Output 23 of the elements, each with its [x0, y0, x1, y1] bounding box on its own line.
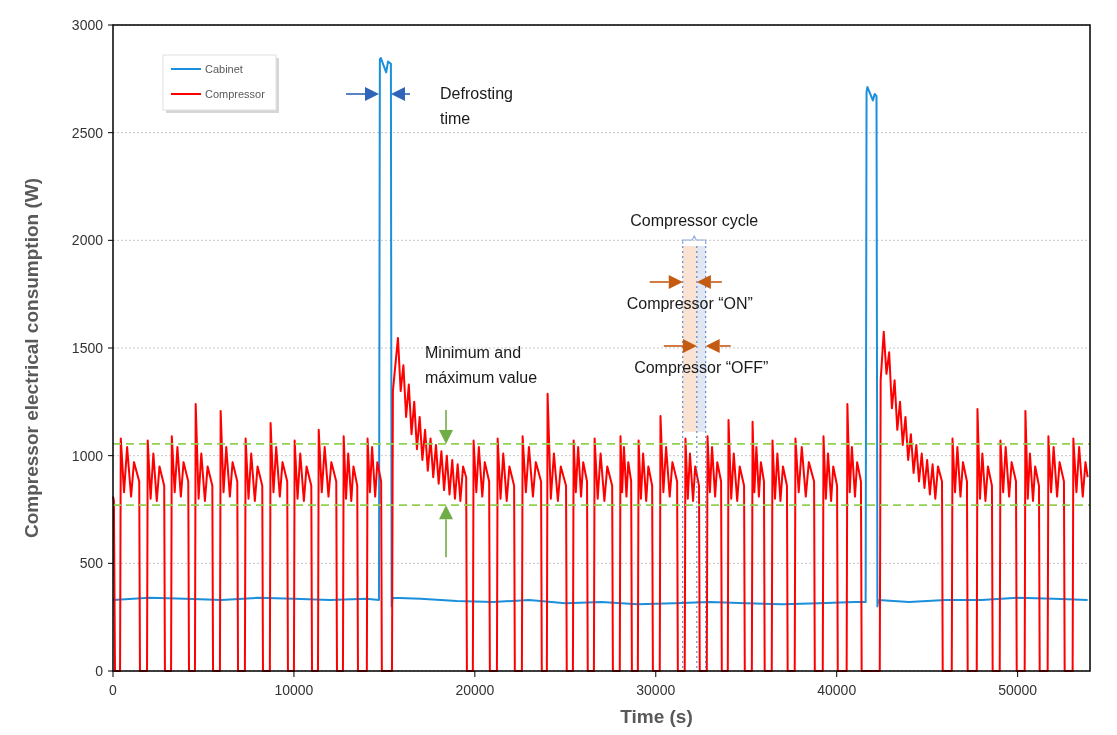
- x-tick-label: 30000: [636, 682, 676, 698]
- x-axis-title: Time (s): [620, 706, 693, 727]
- legend-label: Cabinet: [205, 63, 243, 75]
- y-tick-label: 500: [79, 555, 104, 572]
- annotation: Compressor “ON”: [626, 295, 753, 312]
- x-tick-label: 40000: [817, 682, 857, 698]
- line-series: [112, 330, 1089, 672]
- y-tick-label: 0: [95, 663, 104, 679]
- annotation: Compressor cycle: [630, 212, 759, 229]
- y-tick-label: 2000: [71, 232, 104, 249]
- x-tick-label: 10000: [274, 682, 314, 698]
- x-tick-label: 50000: [998, 682, 1038, 698]
- y-tick-label: 2500: [71, 124, 104, 141]
- annotation: Compressor “OFF”: [634, 359, 769, 376]
- legend-label: Compressor: [205, 88, 266, 100]
- y-axis-title: Compressor electrical consumption (W): [21, 177, 42, 539]
- y-tick-label: 1500: [71, 340, 104, 356]
- annotation: Minimum and máximum value: [425, 344, 538, 386]
- x-tick-label: 0: [109, 682, 118, 698]
- x-tick-label: 20000: [455, 682, 495, 698]
- y-tick-label: 3000: [71, 17, 104, 33]
- y-tick-label: 1000: [71, 447, 104, 464]
- annotation: Defrosting time: [440, 85, 513, 127]
